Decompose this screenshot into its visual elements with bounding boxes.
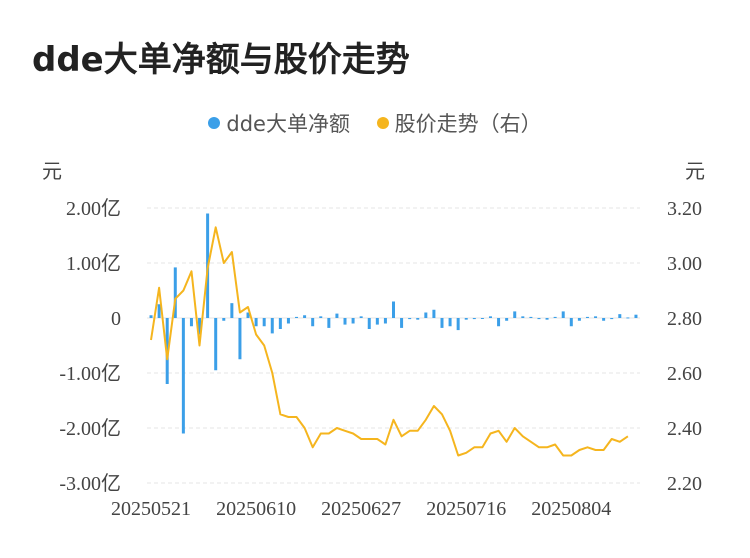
bar: [303, 315, 307, 318]
bar: [472, 318, 476, 320]
y-left-tick-label: 1.00亿: [66, 252, 121, 275]
legend-label-line: 股价走势（右）: [394, 112, 542, 136]
bar: [198, 318, 202, 335]
bar: [424, 312, 428, 318]
legend: dde大单净额 股价走势（右）: [0, 108, 750, 138]
y-right-tick-label: 2.60: [667, 363, 702, 385]
bar: [230, 303, 234, 318]
bar: [327, 318, 331, 328]
bar: [375, 318, 379, 325]
bar: [416, 318, 420, 320]
bar: [149, 315, 153, 318]
bar: [553, 316, 557, 318]
bar: [189, 318, 193, 327]
x-tick-label: 20250804: [531, 498, 611, 520]
bar: [440, 318, 444, 328]
bar: [505, 318, 509, 321]
x-axis: 20250521 20250610 20250627 20250716 20250804: [111, 498, 611, 520]
bar: [295, 316, 299, 318]
y-right-unit: 元: [685, 159, 705, 183]
bar: [286, 318, 290, 324]
y-left-tick-label: -1.00亿: [59, 362, 121, 385]
bar: [400, 318, 404, 328]
bar: [561, 311, 565, 318]
bar: [497, 318, 501, 327]
x-tick-label: 20250521: [111, 498, 191, 520]
bar: [634, 314, 638, 318]
bar: [456, 318, 460, 331]
bar: [278, 318, 282, 329]
bar: [262, 318, 266, 327]
bar: [529, 316, 533, 318]
bar: [181, 318, 185, 434]
bar: [610, 318, 614, 320]
legend-item-line[interactable]: 股价走势（右）: [376, 108, 542, 138]
bar: [270, 318, 274, 334]
bar: [602, 318, 606, 321]
legend-item-bar[interactable]: dde大单净额: [208, 108, 350, 138]
bar: [408, 318, 412, 320]
x-tick-label: 20250610: [216, 498, 296, 520]
bar: [513, 311, 517, 318]
bar: [351, 318, 355, 324]
bar: [448, 318, 452, 327]
bar: [319, 316, 323, 318]
bar: [238, 318, 242, 360]
bar: [585, 316, 589, 318]
y-right-axis: 3.20 3.00 2.80 2.60 2.40 2.20: [667, 198, 702, 495]
bar: [214, 318, 218, 371]
bar: [343, 318, 347, 325]
y-right-tick-label: 2.40: [667, 418, 702, 440]
bar: [569, 318, 573, 327]
bar: [594, 316, 598, 318]
bar: [246, 312, 250, 318]
y-left-axis: 2.00亿 1.00亿 0 -1.00亿 -2.00亿 -3.00亿: [59, 197, 121, 495]
y-right-tick-label: 3.00: [667, 253, 702, 275]
chart-title: dde大单净额与股价走势: [32, 40, 410, 80]
y-right-tick-label: 2.20: [667, 473, 702, 495]
bar: [383, 318, 387, 324]
y-left-tick-label: 0: [111, 308, 121, 330]
bar: [311, 318, 315, 327]
y-left-tick-label: 2.00亿: [66, 197, 121, 220]
bar: [626, 317, 630, 319]
bar: [464, 318, 468, 320]
bar: [173, 267, 177, 318]
y-left-tick-label: -2.00亿: [59, 417, 121, 440]
bar: [521, 316, 525, 318]
line-series: [150, 226, 629, 457]
bar: [488, 316, 492, 318]
x-tick-label: 20250716: [426, 498, 506, 520]
bar: [335, 313, 339, 318]
y-left-unit: 元: [42, 159, 62, 183]
bar: [537, 318, 541, 320]
bar: [367, 318, 371, 329]
y-left-tick-label: -3.00亿: [59, 472, 121, 495]
bar: [359, 316, 363, 318]
bar: [545, 318, 549, 320]
x-tick-label: 20250627: [321, 498, 401, 520]
y-right-tick-label: 3.20: [667, 198, 702, 220]
bar: [157, 304, 161, 318]
legend-label-bar: dde大单净额: [226, 112, 350, 136]
bar: [432, 309, 436, 318]
y-right-tick-label: 2.80: [667, 308, 702, 330]
bar: [480, 318, 484, 319]
bar: [392, 301, 395, 318]
bar-series: [149, 213, 638, 434]
bar: [577, 318, 581, 321]
legend-dot-line: [376, 117, 389, 129]
price-line: [150, 226, 629, 457]
bar: [254, 318, 258, 327]
bar: [618, 314, 622, 318]
bar: [222, 318, 226, 321]
legend-dot-bar: [208, 117, 221, 129]
